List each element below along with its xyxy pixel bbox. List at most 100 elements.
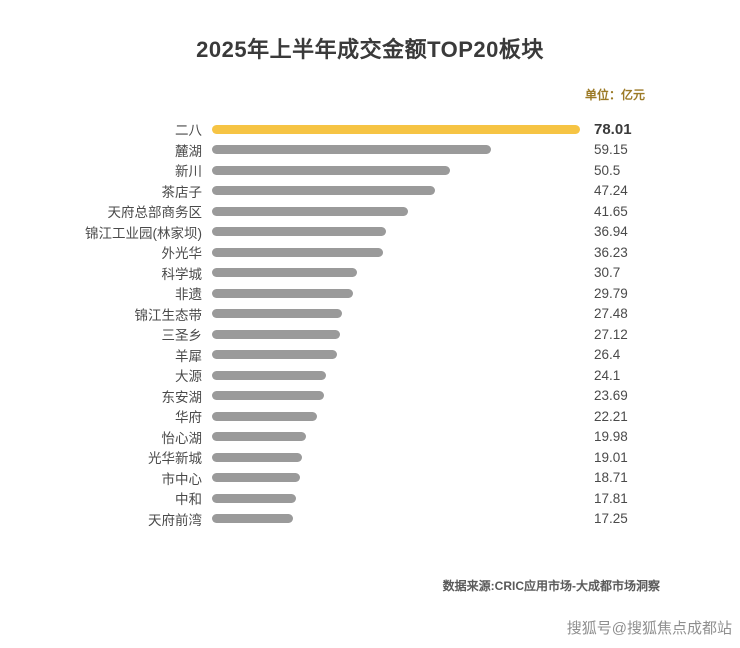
bar (212, 165, 451, 175)
bar (212, 206, 409, 216)
category-label: 茶店子 (161, 184, 203, 200)
bar-track (212, 309, 580, 319)
bar (212, 432, 307, 442)
bar (212, 247, 383, 257)
value-label: 47.24 (594, 183, 628, 199)
category-label: 三圣乡 (161, 328, 203, 344)
bar (212, 411, 317, 421)
bar-track (212, 350, 580, 360)
category-label: 天府总部商务区 (107, 205, 203, 221)
bar-row: 东安湖 23.69 (0, 386, 740, 407)
bar-row: 非遗 29.79 (0, 283, 740, 304)
category-label: 外光华 (161, 246, 203, 262)
bar-row: 天府总部商务区 41.65 (0, 201, 740, 222)
bar (212, 370, 326, 380)
bar-track (212, 227, 580, 237)
bar (212, 493, 297, 503)
bar-chart: 二八 78.01 麓湖 59.15 新川 50.5 茶店子 47.24 天府总部商务区 41.65… (0, 119, 740, 529)
category-label: 非遗 (175, 287, 202, 303)
category-label: 华府 (175, 410, 202, 426)
bar (212, 227, 387, 237)
bar (212, 350, 337, 360)
category-label: 锦江生态带 (134, 307, 203, 323)
data-source: 数据来源:CRIC应用市场-大成都市场洞察 (442, 579, 660, 593)
bar (212, 473, 301, 483)
category-label: 二八 (175, 123, 202, 139)
category-label: 羊犀 (175, 348, 202, 364)
category-label: 新川 (175, 164, 202, 180)
bar-track (212, 370, 580, 380)
value-label: 36.23 (594, 244, 628, 260)
value-label: 17.81 (594, 490, 628, 506)
bar-row: 锦江工业园(林家坝) 36.94 (0, 222, 740, 243)
bar-track (212, 145, 580, 155)
bar-track (212, 206, 580, 216)
unit-label: 单位：亿元 (584, 88, 645, 102)
category-label: 市中心 (161, 471, 203, 487)
bar-track (212, 268, 580, 278)
bar (212, 329, 340, 339)
bar-track (212, 452, 580, 462)
category-label: 中和 (175, 492, 202, 508)
bar-row: 三圣乡 27.12 (0, 324, 740, 345)
value-label: 23.69 (594, 388, 628, 404)
value-label: 24.1 (594, 367, 621, 383)
value-label: 17.25 (594, 511, 628, 527)
bar-row: 怡心湖 19.98 (0, 427, 740, 448)
bar (212, 145, 492, 155)
bar-row: 羊犀 26.4 (0, 345, 740, 366)
value-label: 26.4 (594, 347, 621, 363)
value-label: 59.15 (594, 142, 628, 158)
category-label: 光华新城 (148, 451, 202, 467)
value-label: 30.7 (594, 265, 621, 281)
bar-track (212, 391, 580, 401)
bar-track (212, 165, 580, 175)
bar (212, 186, 435, 196)
bar (212, 309, 342, 319)
chart-title: 2025年上半年成交金额TOP20板块 (196, 37, 544, 62)
bar-row: 麓湖 59.15 (0, 140, 740, 161)
value-label: 27.12 (594, 326, 628, 342)
bar-row: 锦江生态带 27.48 (0, 304, 740, 325)
value-label: 50.5 (594, 162, 621, 178)
category-label: 东安湖 (161, 389, 203, 405)
bar-row: 二八 78.01 (0, 119, 740, 140)
category-label: 天府前湾 (148, 512, 202, 528)
bar-track (212, 514, 580, 524)
value-label: 29.79 (594, 285, 628, 301)
value-label: 78.01 (594, 120, 632, 138)
bar-row: 光华新城 19.01 (0, 447, 740, 468)
bar-row: 华府 22.21 (0, 406, 740, 427)
bar (212, 514, 294, 524)
bar-track (212, 473, 580, 483)
category-label: 怡心湖 (161, 430, 203, 446)
bar (212, 268, 357, 278)
bar-row: 中和 17.81 (0, 488, 740, 509)
bar-track (212, 411, 580, 421)
bar-track (212, 288, 580, 298)
bar-row: 外光华 36.23 (0, 242, 740, 263)
bar-track (212, 186, 580, 196)
bar-row: 新川 50.5 (0, 160, 740, 181)
bar-row: 市中心 18.71 (0, 468, 740, 489)
bar-row: 科学城 30.7 (0, 263, 740, 284)
category-label: 科学城 (161, 266, 203, 282)
bar-track (212, 247, 580, 257)
value-label: 22.21 (594, 408, 628, 424)
bar (212, 288, 353, 298)
bar-row: 大源 24.1 (0, 365, 740, 386)
bar-row: 茶店子 47.24 (0, 181, 740, 202)
category-label: 锦江工业园(林家坝) (85, 225, 202, 241)
bar (212, 391, 324, 401)
value-label: 19.98 (594, 429, 628, 445)
value-label: 27.48 (594, 306, 628, 322)
category-label: 大源 (175, 369, 202, 385)
bar-track (212, 124, 580, 134)
watermark: 搜狐号@搜狐焦点成都站 (566, 620, 732, 637)
bar-row: 天府前湾 17.25 (0, 509, 740, 530)
value-label: 19.01 (594, 449, 628, 465)
category-label: 麓湖 (175, 143, 202, 159)
value-label: 18.71 (594, 470, 628, 486)
value-label: 36.94 (594, 224, 628, 240)
